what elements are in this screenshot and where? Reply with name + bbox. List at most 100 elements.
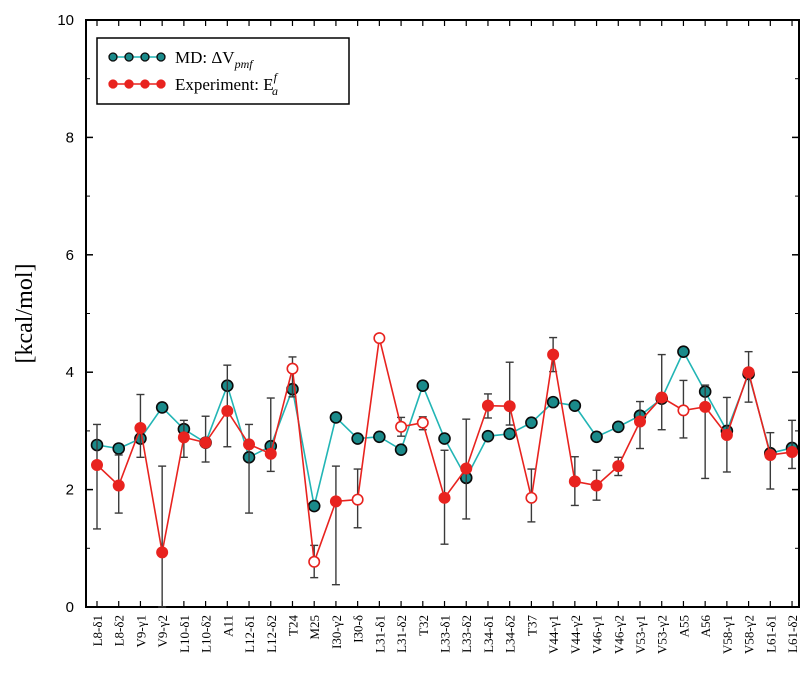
legend-label: MD: ΔVpmf (175, 48, 254, 71)
y-tick-label: 2 (66, 482, 74, 499)
legend-marker (156, 79, 166, 89)
experiment-point (568, 475, 581, 488)
legend-marker (140, 52, 150, 62)
x-tick-label: V53-γ1 (633, 615, 648, 654)
x-tick-label: A55 (676, 615, 691, 637)
x-tick-label: L61-δ2 (785, 615, 800, 653)
experiment-point (786, 446, 799, 459)
experiment-point (91, 458, 104, 471)
experiment-point (329, 495, 342, 508)
experiment-point (308, 555, 321, 568)
x-tick-label: L33-δ1 (438, 615, 453, 653)
legend-marker (140, 79, 150, 89)
experiment-point (590, 479, 603, 492)
legend-entry-experiment: Experiment: Ef a (108, 70, 279, 98)
legend-label-sub: a (272, 84, 278, 98)
legend-label-main: Experiment: E (175, 75, 274, 94)
series-experiment (91, 332, 799, 608)
md-point (307, 499, 321, 513)
x-tick-label: V58-γ1 (720, 615, 735, 654)
legend-marker (156, 52, 166, 62)
x-tick-label: M25 (307, 615, 322, 640)
x-tick-label: L12-δ2 (264, 615, 279, 653)
x-tick-label: A11 (220, 615, 235, 637)
experiment-point (525, 491, 538, 504)
experiment-point (416, 416, 429, 429)
md-point (590, 430, 603, 444)
y-tick-label: 4 (66, 364, 74, 381)
x-tick-label: A56 (698, 615, 713, 638)
experiment-point (612, 460, 625, 473)
experiment-point (373, 332, 386, 345)
x-tick-label: L61-δ1 (763, 615, 778, 653)
legend-entry-md: MD: ΔVpmf (108, 48, 254, 71)
legend-label: Experiment: Ef a (175, 70, 279, 98)
experiment-point (243, 438, 256, 451)
legend-marker (108, 79, 118, 89)
md-point (503, 427, 516, 441)
md-point (611, 420, 625, 434)
series-md (90, 345, 799, 513)
experiment-point (720, 429, 733, 442)
axis-ticks (86, 19, 799, 608)
experiment-point (112, 479, 125, 492)
experiment-point (221, 404, 234, 417)
y-tick-label: 6 (66, 247, 74, 264)
legend-marker (108, 52, 118, 62)
legend-label-sub: pmf (234, 57, 255, 71)
x-tick-label: L12-δ1 (242, 615, 257, 653)
experiment-point (286, 362, 299, 375)
legend-marker (124, 52, 134, 62)
experiment-point (177, 431, 190, 444)
x-tick-label: L10-δ1 (177, 615, 192, 653)
x-tick-label: T37 (524, 615, 539, 636)
x-tick-label: I30-γ2 (329, 615, 344, 649)
x-tick-label: L34-δ2 (503, 615, 518, 653)
experiment-point (633, 415, 646, 428)
md-point (481, 429, 495, 443)
x-tick-label: L8-δ1 (90, 615, 105, 646)
experiment-point (742, 366, 755, 379)
x-tick-label: L34-δ1 (481, 615, 496, 653)
experiment-point (699, 400, 712, 413)
md-point (155, 401, 169, 414)
experiment-point (677, 404, 690, 417)
x-tick-label: L31-δ1 (372, 615, 387, 653)
plot-frame (85, 19, 800, 608)
experiment-point (395, 420, 408, 433)
md-point (525, 416, 538, 429)
x-tick-label: V46-γ2 (611, 615, 626, 654)
x-tick-label: V9-γ2 (155, 615, 170, 647)
experiment-point (764, 448, 777, 461)
experiment-point (264, 447, 277, 460)
x-tick-labels: L8-δ1 L8-δ2 V9-γ1 V9-γ2 L10-δ1 L10-δ2 A11 L12-δ… (90, 615, 800, 654)
y-tick-label: 0 (66, 599, 74, 616)
md-point (568, 399, 582, 412)
experiment-point (481, 399, 494, 412)
experiment-point (438, 491, 451, 504)
x-tick-label: L10-δ2 (199, 615, 214, 653)
x-tick-label: V58-γ2 (742, 615, 757, 654)
y-tick-label: 8 (66, 129, 74, 146)
x-tick-label: L8-δ2 (112, 615, 127, 646)
y-tick-labels: 0 2 4 6 8 10 (57, 12, 74, 616)
experiment-point (199, 436, 212, 449)
md-point (373, 430, 386, 444)
x-tick-label: L33-δ2 (459, 615, 474, 653)
md-point (677, 345, 690, 358)
md-point (351, 432, 364, 445)
legend-label-sup: f (274, 70, 279, 84)
md-point (329, 411, 343, 424)
legend-label-main: MD: ΔV (175, 48, 235, 67)
experiment-point (547, 348, 560, 361)
x-tick-label: V44-γ1 (546, 615, 561, 654)
md-point (394, 443, 408, 456)
x-tick-label: T24 (285, 615, 300, 636)
experiment-point (351, 493, 364, 506)
x-tick-label: V44-γ2 (568, 615, 583, 654)
x-tick-label: V46-γ1 (590, 615, 605, 654)
experiment-point (655, 391, 668, 404)
legend-marker (124, 79, 134, 89)
x-tick-label: T32 (416, 615, 431, 636)
